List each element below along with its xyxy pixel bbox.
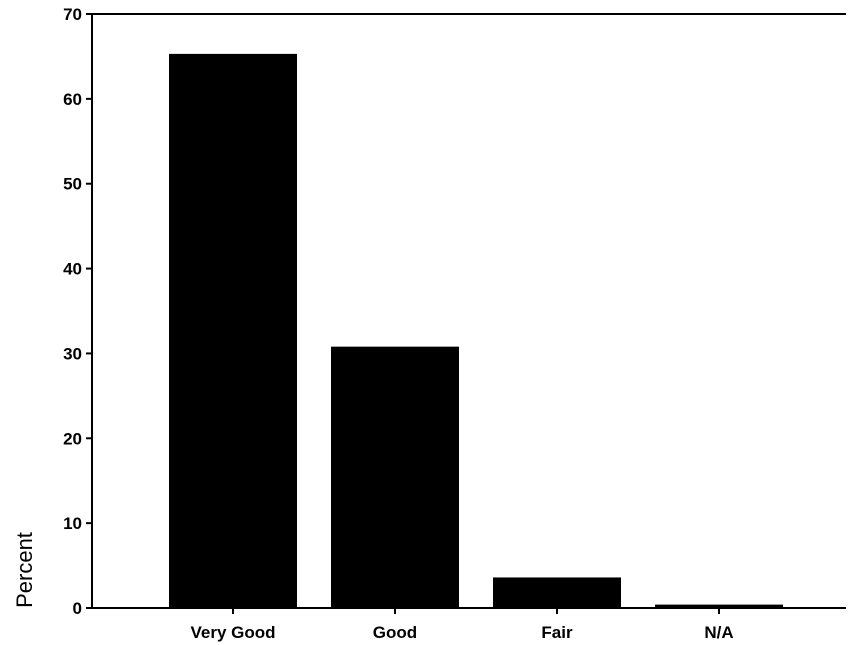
x-category-label: Good bbox=[373, 623, 417, 642]
y-tick-label: 10 bbox=[63, 514, 82, 533]
bar-very-good bbox=[169, 53, 297, 608]
y-tick-label: 50 bbox=[63, 175, 82, 194]
y-axis-ticks: 0 10 20 30 40 50 60 70 bbox=[63, 5, 92, 618]
bars bbox=[169, 53, 783, 608]
x-category-label: Very Good bbox=[190, 623, 275, 642]
y-tick-label: 0 bbox=[73, 599, 82, 618]
x-category-label: Fair bbox=[541, 623, 573, 642]
bar-n-a bbox=[655, 604, 783, 608]
y-tick-label: 20 bbox=[63, 429, 82, 448]
x-axis-labels: Very Good Good Fair N/A bbox=[190, 608, 734, 642]
x-category-label: N/A bbox=[704, 623, 733, 642]
y-tick-label: 70 bbox=[63, 5, 82, 24]
y-tick-label: 60 bbox=[63, 90, 82, 109]
y-axis-label: Percent bbox=[12, 532, 37, 608]
y-tick-label: 30 bbox=[63, 344, 82, 363]
y-tick-label: 40 bbox=[63, 260, 82, 279]
bar-good bbox=[331, 346, 459, 608]
bar-fair bbox=[493, 577, 621, 608]
